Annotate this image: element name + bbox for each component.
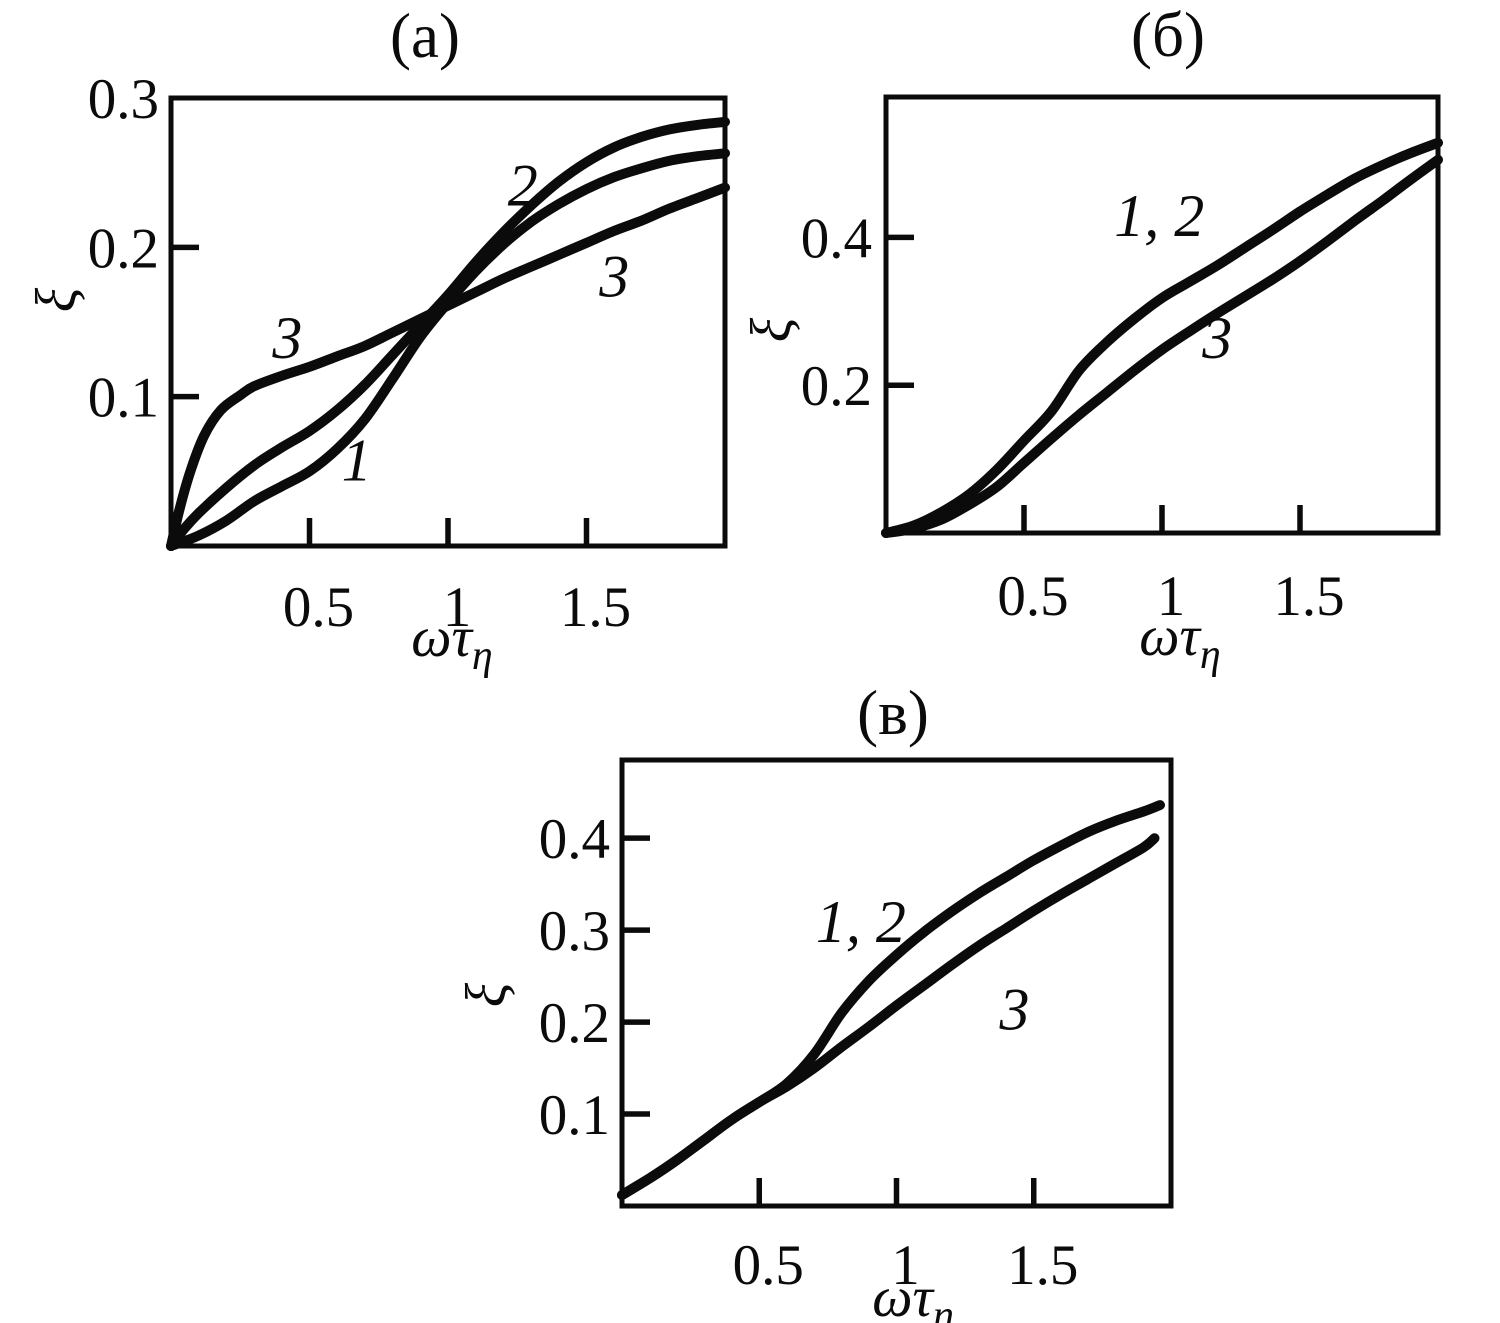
y-tick-label: 0.4 [539,808,610,871]
panel-b-title: (б) [1130,0,1206,70]
y-tick-label: 0.3 [539,900,610,963]
x-tick-label: 0.5 [997,565,1068,628]
x-axis-label: ωτη [872,1266,954,1323]
y-tick-label: 0.4 [801,207,872,270]
curve-label: 3 [598,244,629,310]
curve-3 [881,154,1443,538]
curve-label: 3 [999,976,1030,1042]
curve-label: 1 [342,427,372,493]
x-tick-label: 1 [443,576,472,639]
curve-label: 1, 2 [1114,183,1204,249]
x-axis-label: ωτη [411,606,493,679]
panel-b-plot-border [883,94,1441,536]
x-tick-label: 1 [1157,565,1186,628]
panel-a-plot-border [168,95,728,549]
y-tick-label: 0.2 [88,217,159,280]
y-tick-label: 0.3 [88,68,159,131]
x-tick-label: 1.5 [1273,565,1344,628]
y-axis-label: ξ [740,317,803,342]
curve-1-2 [881,137,1443,538]
curve-2 [166,116,730,551]
y-axis-label: ξ [25,287,88,312]
panel-v: 0.5 1 1.5 0.1 0.2 0.3 0.4 1, 2 3 ξ ωτη [455,757,1174,1323]
x-tick-label: 0.5 [283,576,354,639]
x-tick-label: 1.5 [1007,1234,1078,1297]
x-axis-label: ωτη [1139,605,1221,678]
panel-v-title: (в) [857,678,929,748]
curve-label: 2 [508,153,538,219]
curve-3 [617,833,1160,1200]
x-tick-label: 1.5 [560,576,631,639]
y-tick-label: 0.2 [801,355,872,418]
curve-label: 3 [271,305,302,371]
panel-v-plot-border [619,757,1174,1209]
x-tick-label: 1 [891,1234,920,1297]
curve-1 [166,148,730,551]
curve-label: 1, 2 [816,889,906,955]
y-tick-label: 0.1 [88,367,159,430]
y-tick-label: 0.2 [539,992,610,1055]
curve-label: 3 [1201,305,1232,371]
panel-a-title: (а) [390,1,460,71]
curve-3 [166,182,730,551]
y-axis-label: ξ [455,982,518,1007]
panel-b: 0.5 1 1.5 0.2 0.4 1, 2 3 ξ ωτη [740,94,1443,678]
x-tick-label: 0.5 [733,1234,804,1297]
y-tick-label: 0.1 [539,1084,610,1147]
